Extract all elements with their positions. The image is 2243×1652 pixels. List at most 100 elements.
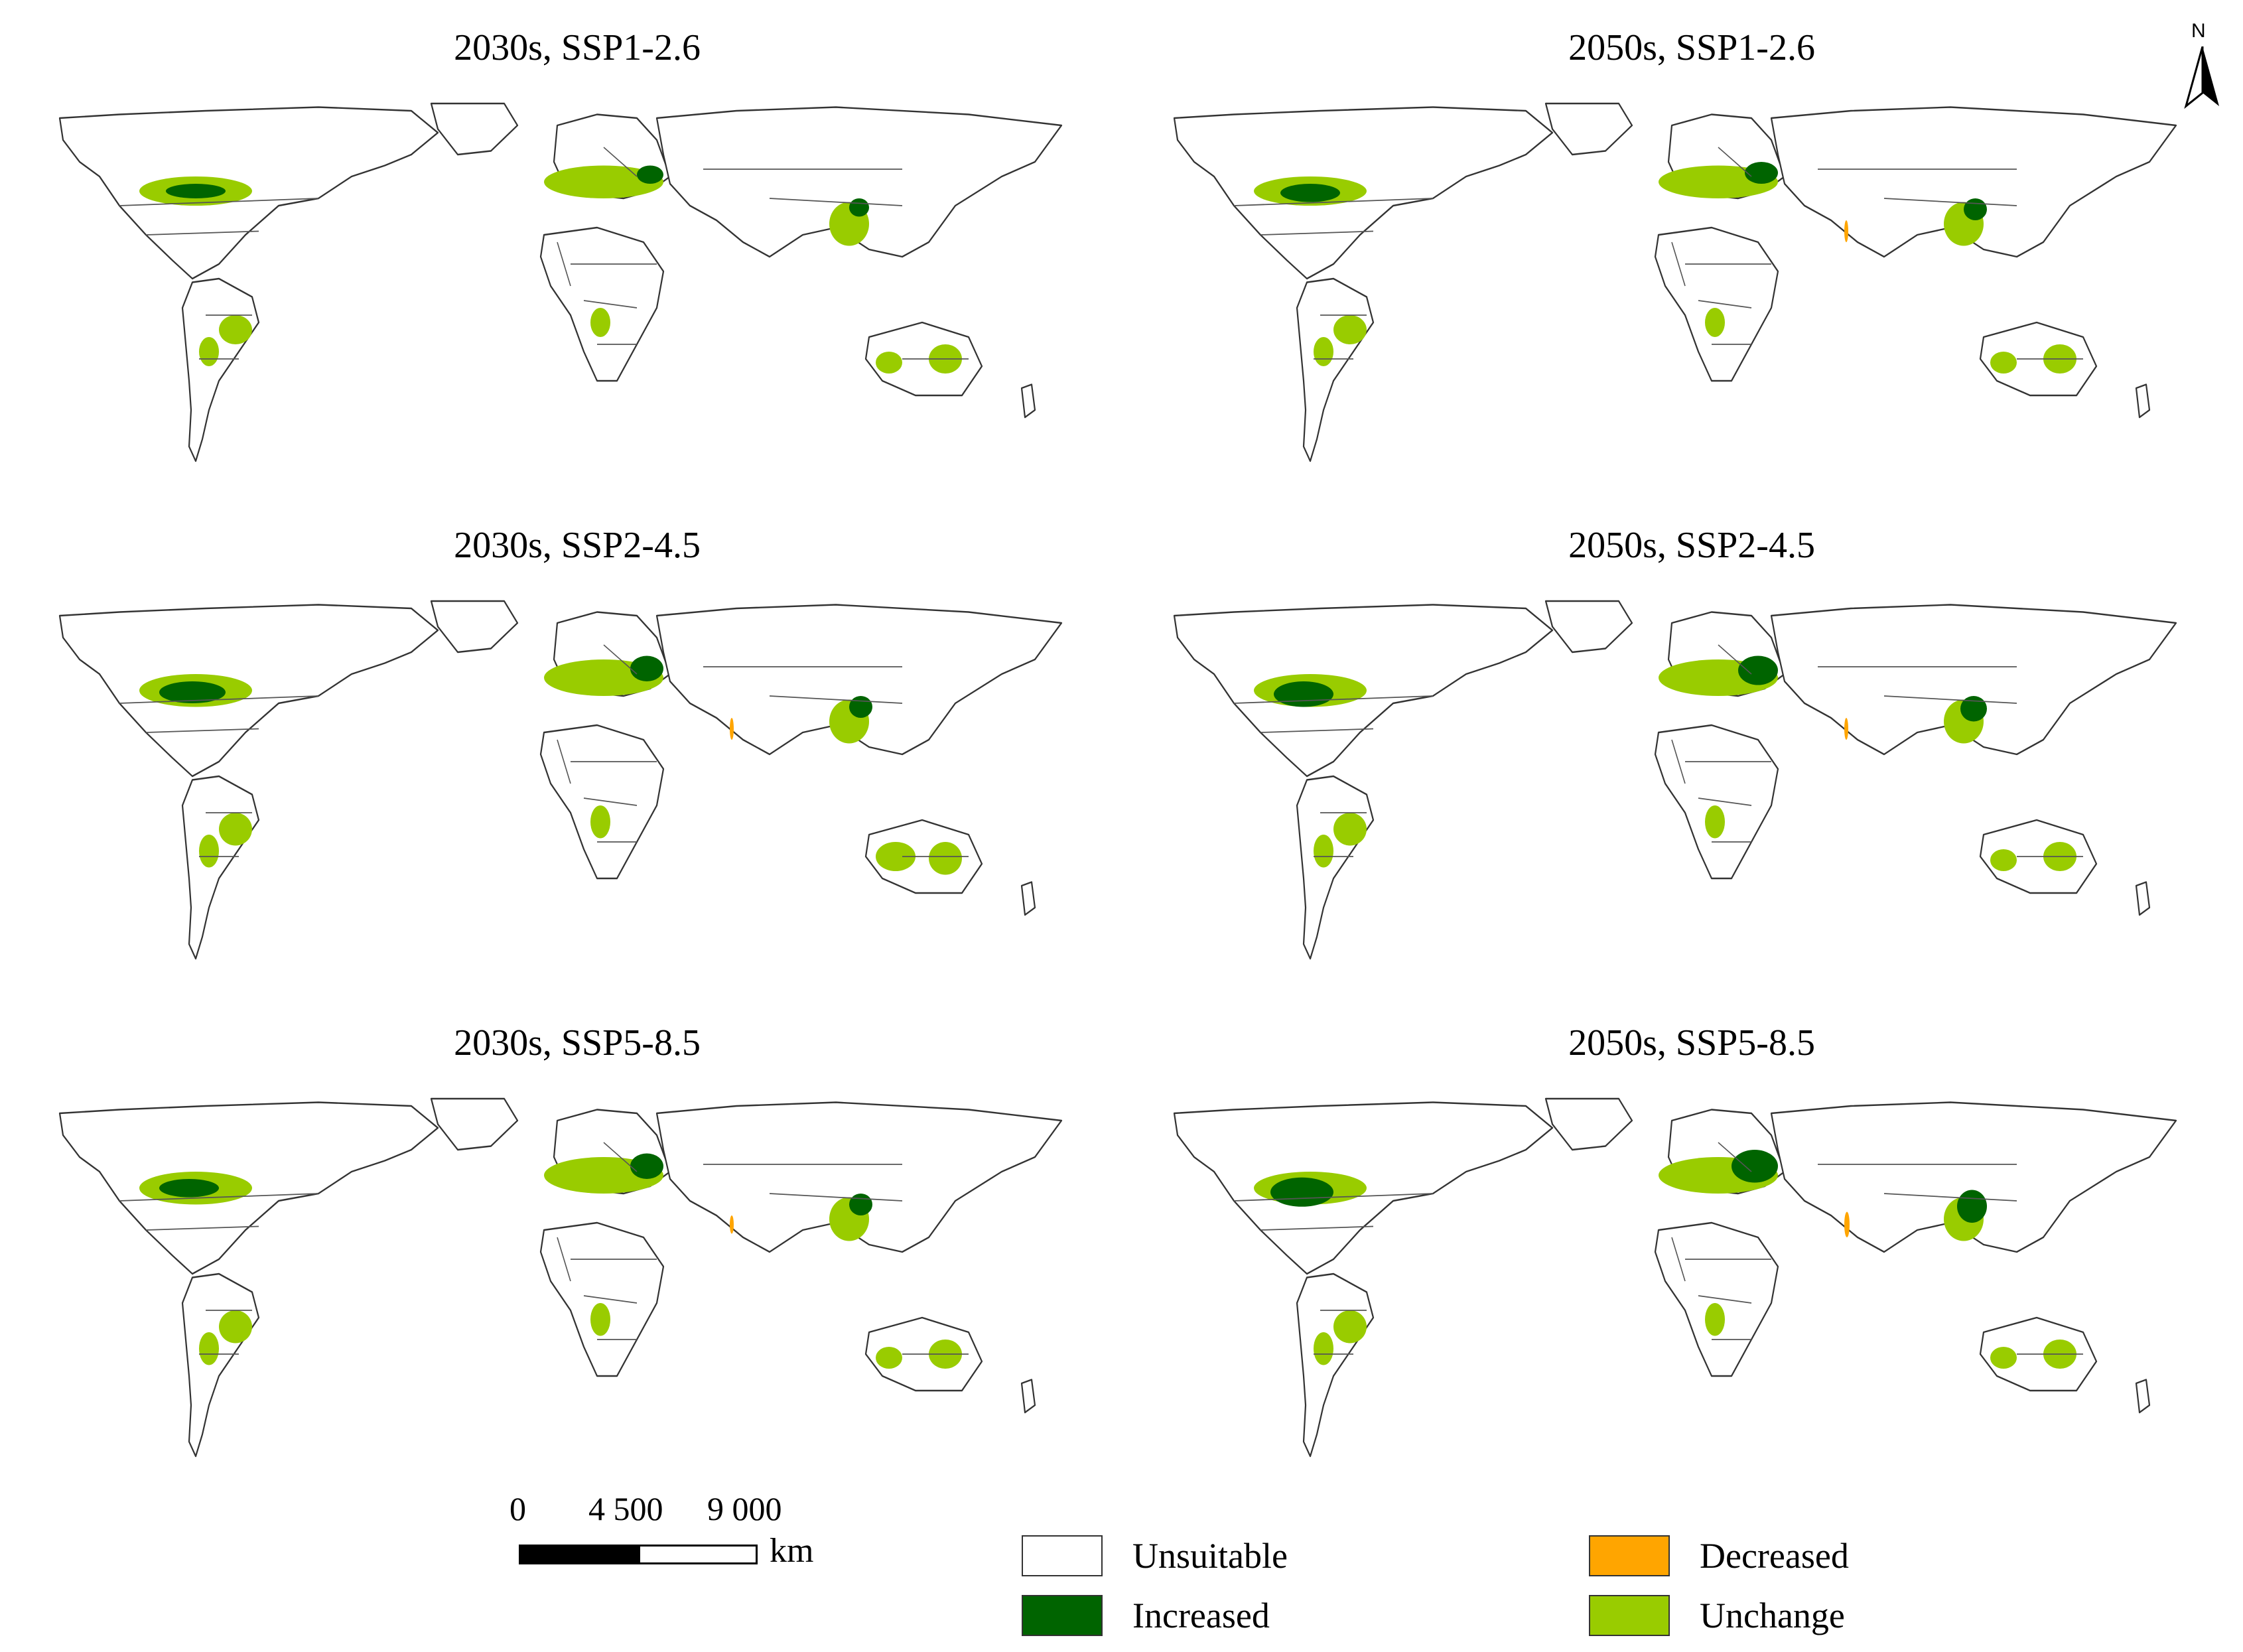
country-border [583,797,638,806]
country-border [1233,695,1434,704]
country-border [1883,1193,2017,1202]
panel-title: 2030s, SSP1-2.6 [454,27,701,68]
country-border [603,147,638,177]
world-map [58,1097,1063,1458]
legend-item-unsuitable: Unsuitable [1022,1533,1288,1579]
legend-label: Decreased [1700,1536,1849,1576]
panel-title: 2050s, SSP5-8.5 [1568,1022,1815,1064]
panel-title: 2030s, SSP2-4.5 [454,525,701,566]
country-border [1260,1225,1374,1231]
increased-area [159,681,226,703]
unchange-area [876,352,902,374]
unchange-area [1705,1303,1725,1336]
new-zealand-landmass [1020,383,1036,419]
unchange-area [876,1347,902,1369]
africa-landmass [539,724,665,880]
panel-title: 2030s, SSP5-8.5 [454,1022,701,1064]
unchange-area [1705,805,1725,839]
country-border [1260,230,1374,236]
country-border [1883,198,2017,206]
increased-area [1738,655,1778,685]
greenland-landmass [1544,600,1633,654]
increased-area [1964,198,1987,220]
scale-label-9000: 9 000 [707,1490,782,1527]
unchange-area [1314,1332,1333,1365]
unchange-area [590,1303,610,1336]
decreased-area [730,718,734,740]
legend-swatch [1589,1535,1670,1576]
legend-swatch [1589,1595,1670,1636]
unchange-area [929,842,962,875]
scale-bar [519,1545,758,1564]
africa-landmass [1654,724,1779,880]
map-panel-2030s-ssp126: 2030s, SSP1-2.6 [27,27,1128,462]
country-border [1698,797,1752,806]
country-border [1233,1193,1434,1202]
unchange-area [199,337,219,366]
unchange-area [1314,835,1333,868]
unchange-area [199,835,219,868]
greenland-landmass [1544,1097,1633,1151]
decreased-area [1844,1211,1850,1237]
unchange-area [199,1332,219,1365]
south-america-landmass [181,1273,260,1458]
unchange-area [590,308,610,337]
unchange-area [219,813,252,846]
increased-area [159,1179,219,1198]
greenland-landmass [1544,102,1633,156]
panel-title: 2050s, SSP2-4.5 [1568,525,1815,566]
south-america-landmass [1296,277,1375,462]
increased-area [849,198,869,217]
unchange-area [876,842,916,871]
new-zealand-landmass [2135,1379,2151,1414]
legend-label: Unchange [1700,1596,1845,1635]
country-border [583,1295,638,1304]
country-border [119,198,319,206]
scale-label-0: 0 [510,1490,526,1527]
unchange-area [1990,1347,2017,1369]
country-border [145,728,259,733]
asia-landmass [655,1101,1063,1253]
world-map [1173,102,2177,462]
country-border [1671,241,1686,287]
scale-label-4500: 4 500 [588,1490,663,1527]
country-border [603,1142,638,1172]
new-zealand-landmass [1020,881,1036,916]
increased-area [1280,184,1340,202]
country-border [119,1193,319,1202]
new-zealand-landmass [1020,1379,1036,1414]
country-border [1718,147,1752,177]
country-border [1698,1295,1752,1304]
legend-item-decreased: Decreased [1589,1533,1849,1579]
increased-area [1270,1177,1333,1207]
new-zealand-landmass [2135,383,2151,419]
unchange-area [219,1310,252,1343]
scale-unit: km [770,1532,814,1570]
unchange-area [1333,1310,1367,1343]
panel-title: 2050s, SSP1-2.6 [1568,27,1815,68]
country-border [1671,1237,1686,1282]
increased-area [1960,696,1987,722]
africa-landmass [539,226,665,382]
map-panel-2030s-ssp245: 2030s, SSP2-4.5 [27,524,1128,960]
world-map [1173,600,2177,960]
increased-area [1745,162,1778,184]
map-panel-2050s-ssp585: 2050s, SSP5-8.5 [1141,1022,2242,1458]
greenland-landmass [430,1097,519,1151]
country-border [1260,728,1374,733]
country-border [145,230,259,236]
country-border [557,739,571,784]
south-america-landmass [181,277,260,462]
legend-label: Increased [1132,1596,1270,1635]
increased-area [1732,1150,1778,1183]
new-zealand-landmass [2135,881,2151,916]
country-border [1883,695,2017,704]
south-america-landmass [181,775,260,960]
country-border [1718,1142,1752,1172]
unchange-area [1705,308,1725,337]
decreased-area [730,1215,734,1234]
country-border [1671,739,1686,784]
africa-landmass [539,1221,665,1377]
north-label: N [2191,20,2206,42]
unchange-area [590,805,610,839]
